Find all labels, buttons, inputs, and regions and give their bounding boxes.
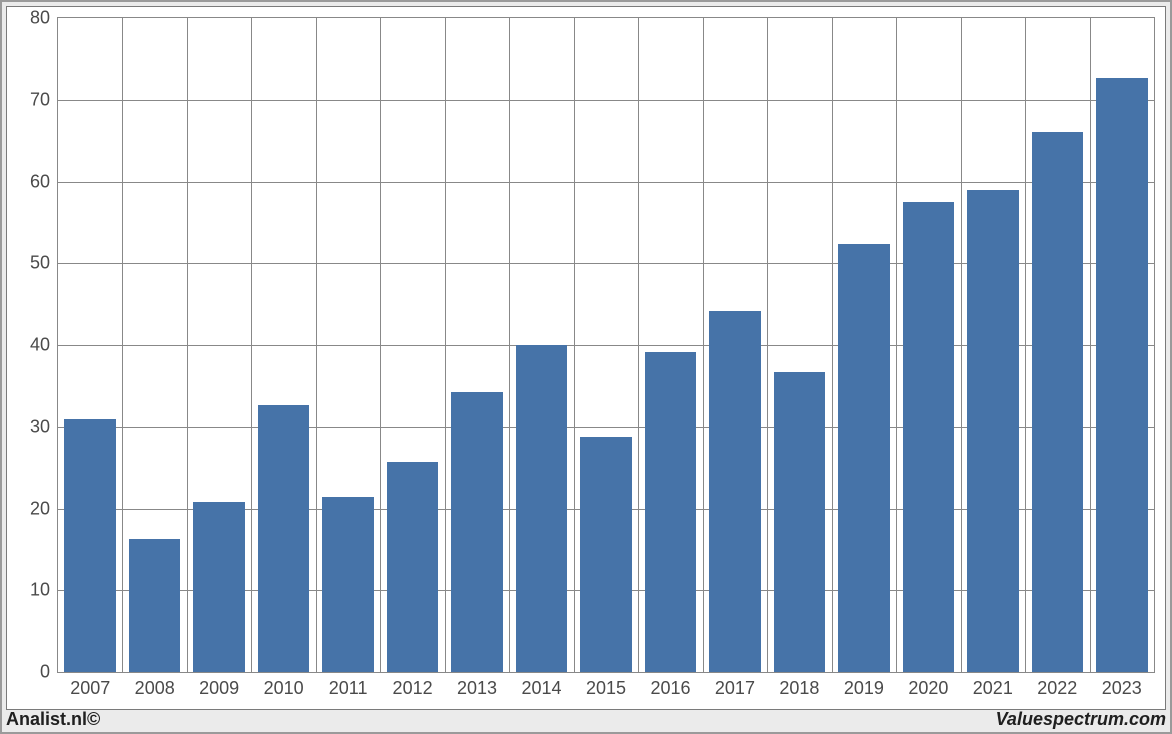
- bar-2007: [64, 419, 116, 672]
- bar-2008: [129, 539, 181, 672]
- gridline-v: [896, 18, 897, 672]
- plot-area: 0102030405060708020072008200920102011201…: [57, 17, 1155, 673]
- bar-2022: [1032, 132, 1084, 672]
- gridline-v: [832, 18, 833, 672]
- x-tick-label: 2008: [135, 678, 175, 699]
- x-tick-label: 2012: [393, 678, 433, 699]
- gridline-v: [187, 18, 188, 672]
- x-tick-label: 2022: [1037, 678, 1077, 699]
- bar-2021: [967, 190, 1019, 672]
- gridline-v: [638, 18, 639, 672]
- y-tick-label: 70: [10, 89, 50, 110]
- gridline-v: [509, 18, 510, 672]
- bar-2015: [580, 437, 632, 672]
- y-tick-label: 30: [10, 416, 50, 437]
- x-tick-label: 2010: [264, 678, 304, 699]
- footer-row: Analist.nl© Valuespectrum.com: [6, 709, 1166, 730]
- gridline-v: [380, 18, 381, 672]
- x-tick-label: 2007: [70, 678, 110, 699]
- bar-2009: [193, 502, 245, 672]
- gridline-h: [58, 100, 1154, 101]
- x-tick-label: 2015: [586, 678, 626, 699]
- x-tick-label: 2009: [199, 678, 239, 699]
- bar-2019: [838, 244, 890, 672]
- y-tick-label: 0: [10, 662, 50, 683]
- gridline-v: [445, 18, 446, 672]
- gridline-v: [122, 18, 123, 672]
- x-tick-label: 2019: [844, 678, 884, 699]
- bar-2016: [645, 352, 697, 672]
- gridline-v: [1090, 18, 1091, 672]
- gridline-v: [1025, 18, 1026, 672]
- bar-2018: [774, 372, 826, 672]
- y-tick-label: 10: [10, 580, 50, 601]
- x-tick-label: 2020: [908, 678, 948, 699]
- bar-2013: [451, 392, 503, 672]
- x-tick-label: 2023: [1102, 678, 1142, 699]
- x-tick-label: 2014: [521, 678, 561, 699]
- bar-2020: [903, 202, 955, 672]
- y-tick-label: 60: [10, 171, 50, 192]
- bar-2017: [709, 311, 761, 672]
- x-tick-label: 2017: [715, 678, 755, 699]
- x-tick-label: 2021: [973, 678, 1013, 699]
- gridline-v: [767, 18, 768, 672]
- gridline-v: [251, 18, 252, 672]
- x-tick-label: 2016: [650, 678, 690, 699]
- bar-2010: [258, 405, 310, 672]
- x-tick-label: 2011: [329, 678, 368, 699]
- x-tick-label: 2013: [457, 678, 497, 699]
- y-tick-label: 20: [10, 498, 50, 519]
- footer-left-text: Analist.nl©: [6, 709, 100, 730]
- gridline-h: [58, 182, 1154, 183]
- gridline-v: [574, 18, 575, 672]
- chart-inner-frame: 0 10 20 30 40 50 60 70 80 2007 2008 2009 2010 2011 201…: [6, 6, 1166, 710]
- bar-2012: [387, 462, 439, 672]
- gridline-v: [703, 18, 704, 672]
- chart-outer-frame: 0 10 20 30 40 50 60 70 80 2007 2008 2009 2010 2011 201…: [0, 0, 1172, 734]
- gridline-v: [316, 18, 317, 672]
- x-tick-label: 2018: [779, 678, 819, 699]
- bar-2014: [516, 345, 568, 672]
- y-tick-label: 40: [10, 335, 50, 356]
- gridline-v: [961, 18, 962, 672]
- y-tick-label: 80: [10, 8, 50, 29]
- bar-2023: [1096, 78, 1148, 672]
- bar-2011: [322, 497, 374, 672]
- y-tick-label: 50: [10, 253, 50, 274]
- footer-right-text: Valuespectrum.com: [996, 709, 1166, 730]
